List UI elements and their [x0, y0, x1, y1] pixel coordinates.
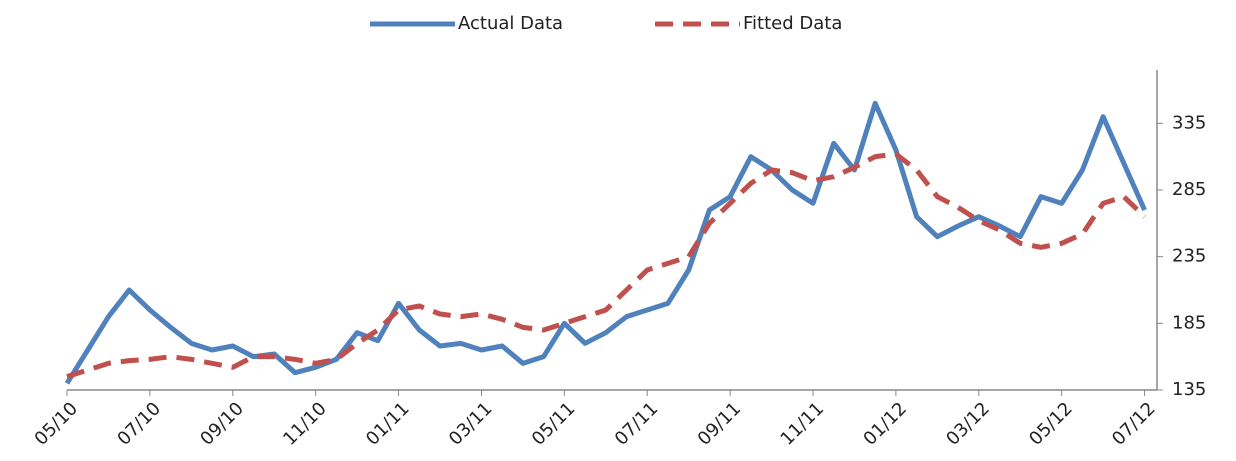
- x-tick-label: 07/11: [611, 398, 663, 450]
- legend-label: Actual Data: [458, 13, 563, 34]
- series-line: [66, 151, 1147, 380]
- y-tick-label: 185: [1172, 312, 1206, 333]
- x-tick-label: 09/10: [196, 398, 248, 450]
- legend-label: Fitted Data: [743, 13, 842, 34]
- x-tick-label: 05/10: [31, 398, 83, 450]
- y-tick-label: 335: [1172, 112, 1206, 133]
- x-tick-label: 11/11: [777, 398, 829, 450]
- y-tick-label: 135: [1172, 379, 1206, 400]
- x-tick-label: 03/11: [445, 398, 497, 450]
- x-tick-label: 03/12: [942, 398, 994, 450]
- y-tick-label: 235: [1172, 246, 1206, 267]
- x-tick-label: 01/11: [362, 398, 414, 450]
- y-tick-label: 285: [1172, 179, 1206, 200]
- x-tick-label: 11/10: [279, 398, 331, 450]
- x-tick-label: 07/12: [1108, 398, 1160, 450]
- x-tick-label: 05/12: [1025, 398, 1077, 450]
- x-tick-label: 01/12: [859, 398, 911, 450]
- x-tick-label: 09/11: [694, 398, 746, 450]
- x-tick-label: 07/10: [113, 398, 165, 450]
- x-tick-label: 05/11: [528, 398, 580, 450]
- series-line: [64, 100, 1147, 385]
